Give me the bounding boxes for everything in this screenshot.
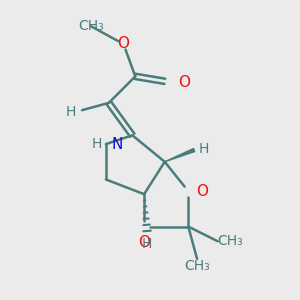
Text: O: O [178, 75, 190, 90]
Text: CH₃: CH₃ [184, 259, 210, 273]
Text: H: H [66, 105, 76, 119]
Text: H: H [142, 237, 152, 251]
Text: CH₃: CH₃ [218, 234, 244, 248]
Text: H: H [92, 137, 102, 151]
Text: H: H [199, 142, 209, 155]
Text: CH₃: CH₃ [78, 19, 104, 33]
Text: O: O [138, 235, 150, 250]
Text: O: O [196, 184, 208, 199]
Text: N: N [111, 136, 122, 152]
Polygon shape [165, 148, 195, 162]
Text: O: O [118, 37, 130, 52]
